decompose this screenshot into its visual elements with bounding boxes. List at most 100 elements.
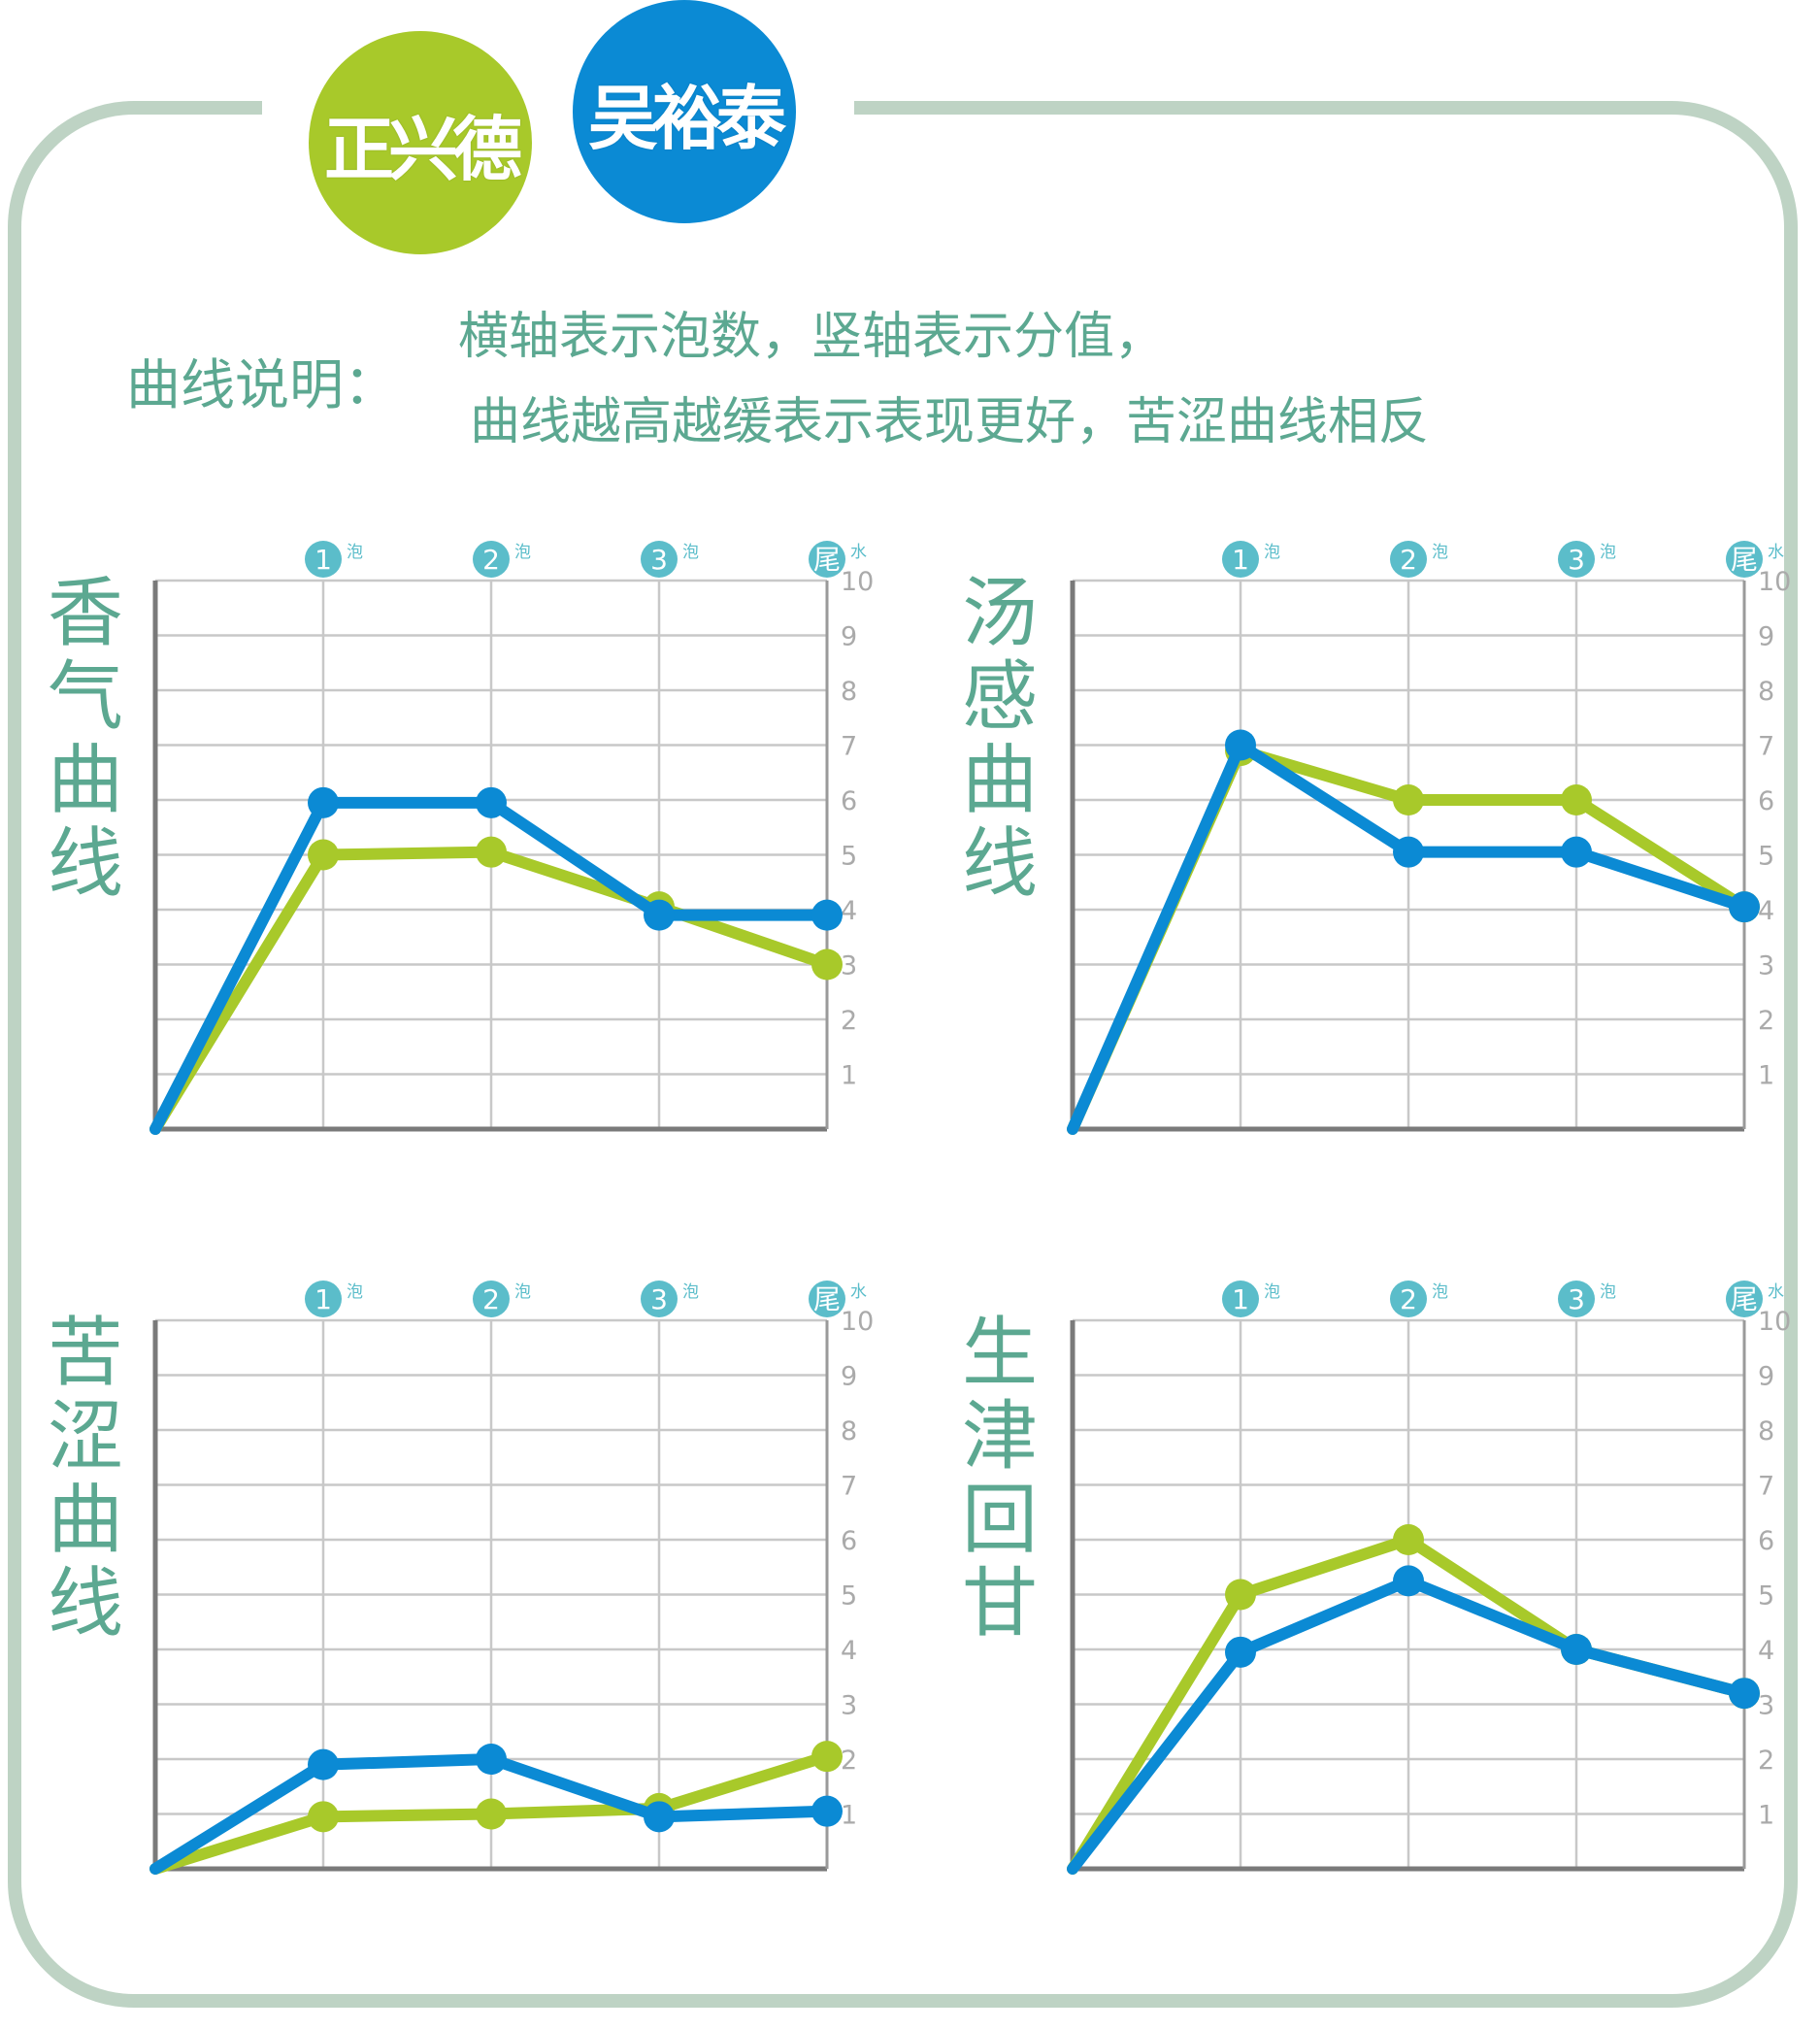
x-tick-label: 尾 [1731,1283,1758,1315]
y-tick-label: 3 [841,1691,857,1721]
x-marker-circle [473,541,510,578]
data-point-green [811,1741,843,1773]
data-point-green [308,839,339,871]
x-tick-suffix: 泡 [682,1282,699,1302]
x-marker-circle [1222,1281,1259,1317]
legend-line-2: 曲线越高越缓表示表现更好，苦涩曲线相反 [470,393,1430,451]
y-tick-label: 5 [1758,842,1774,872]
brand-name-wuyutai: 吴裕泰 [587,77,786,159]
x-tick-suffix: 泡 [1600,543,1616,562]
y-tick-label: 5 [841,842,857,872]
x-tick-suffix: 水 [850,1282,867,1302]
y-tick-label: 5 [841,1581,857,1612]
y-tick-label: 1 [841,1801,857,1831]
chart-title-char: 线 [48,1560,123,1647]
chart-title-char: 涩 [48,1393,123,1480]
x-marker-circle [473,1281,510,1317]
x-tick-suffix: 泡 [514,543,531,562]
data-point-blue [476,786,507,818]
y-tick-label: 3 [1758,951,1774,981]
data-point-green [1393,1524,1424,1555]
x-marker-circle [641,541,678,578]
chart-2: 汤感曲线123456789101 泡 2 泡 3 泡尾水 [962,541,1791,1135]
y-tick-label: 9 [1758,1362,1774,1392]
x-tick-label: 1 [1232,1283,1249,1315]
data-point-green [1393,784,1424,815]
y-tick-label: 7 [841,1472,857,1502]
y-tick-label: 4 [841,1636,857,1666]
chart-title-char: 汤 [962,570,1038,657]
y-tick-label: 7 [1758,732,1774,762]
x-tick-label: 1 [1232,544,1249,576]
x-marker-circle [1390,1281,1427,1317]
chart-title-char: 感 [962,653,1038,741]
data-point-blue [308,1748,339,1780]
y-tick-label: 10 [1758,1307,1791,1337]
data-point-blue [1561,836,1592,868]
x-marker-circle [1726,1281,1763,1317]
x-marker-circle [641,1281,678,1317]
data-point-green [1225,1579,1256,1611]
chart-title-char: 线 [48,820,123,908]
y-tick-label: 1 [1758,1061,1774,1091]
x-tick-suffix: 泡 [347,543,363,562]
data-point-blue [811,1795,843,1827]
y-tick-label: 6 [841,786,857,816]
x-tick-suffix: 水 [850,543,867,562]
x-marker-circle [1558,541,1595,578]
x-marker-circle [1726,541,1763,578]
brand-badge-zhengxingde: 正兴德 [309,31,532,254]
data-point-green [811,948,843,981]
x-tick-label: 3 [1568,1283,1585,1315]
y-tick-label: 2 [841,1006,857,1036]
x-tick-suffix: 泡 [1264,1282,1280,1302]
brand-name-zhengxingde: 正兴德 [323,108,522,190]
y-tick-label: 2 [1758,1746,1774,1776]
x-tick-label: 尾 [813,544,841,576]
legend-line-1: 横轴表示泡数，竖轴表示分值， [458,308,1166,366]
x-marker-circle [1390,541,1427,578]
x-marker-circle [305,1281,342,1317]
data-point-green [1561,784,1592,815]
y-tick-label: 1 [841,1061,857,1091]
y-tick-label: 6 [1758,1526,1774,1556]
y-tick-label: 7 [1758,1472,1774,1502]
data-point-blue [308,786,339,818]
x-tick-label: 2 [1400,544,1417,576]
x-tick-label: 2 [482,544,500,576]
chart-title-char: 津 [962,1393,1038,1480]
y-tick-label: 4 [1758,1636,1774,1666]
chart-title-char: 生 [962,1310,1038,1397]
x-tick-label: 尾 [1731,544,1758,576]
y-tick-label: 3 [841,951,857,981]
y-tick-label: 9 [1758,622,1774,652]
data-point-blue [1393,1565,1424,1597]
y-tick-label: 10 [841,567,874,597]
chart-3: 苦涩曲线123456789101 泡 2 泡 3 泡尾水 [48,1281,874,1875]
x-marker-circle [305,541,342,578]
y-tick-label: 2 [841,1746,857,1776]
y-tick-label: 9 [841,622,857,652]
x-tick-label: 2 [482,1283,500,1315]
data-point-blue [644,1801,675,1833]
x-tick-suffix: 泡 [1432,1282,1448,1302]
chart-title-char: 曲 [48,1477,123,1564]
y-tick-label: 2 [1758,1006,1774,1036]
y-tick-label: 8 [1758,677,1774,707]
data-point-blue [1393,836,1424,868]
chart-title-char: 曲 [48,737,123,824]
x-marker-circle [1558,1281,1595,1317]
x-tick-suffix: 水 [1768,543,1784,562]
y-tick-label: 8 [841,1416,857,1447]
x-tick-suffix: 泡 [1600,1282,1616,1302]
x-tick-suffix: 泡 [682,543,699,562]
data-point-blue [476,1744,507,1775]
data-point-blue [1561,1634,1592,1665]
data-point-blue [1225,1636,1256,1668]
chart-title-char: 苦 [48,1310,123,1397]
data-point-blue [1729,891,1760,923]
x-tick-suffix: 泡 [1264,543,1280,562]
y-tick-label: 4 [841,896,857,926]
y-tick-label: 3 [1758,1691,1774,1721]
